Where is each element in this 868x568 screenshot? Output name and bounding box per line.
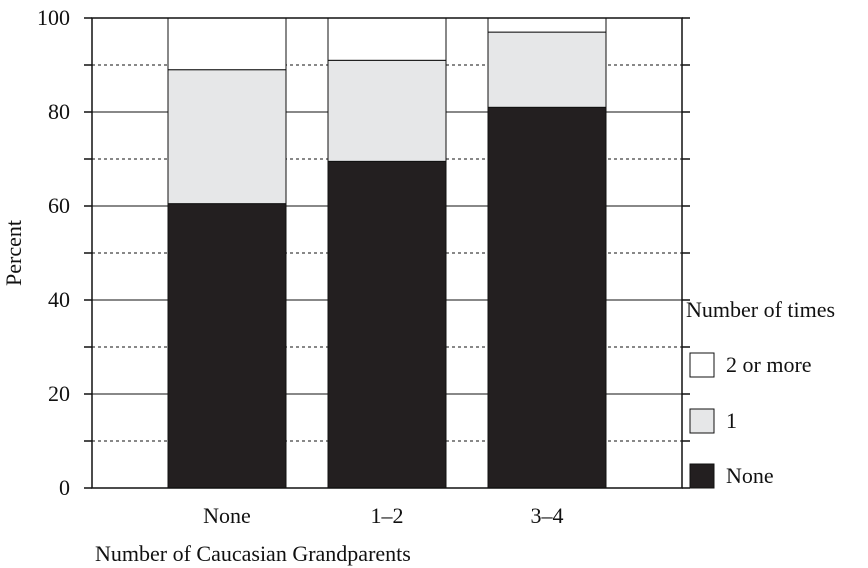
bar-segment (327, 59, 447, 162)
y-tick-label: 80 (48, 99, 70, 124)
y-tick-label: 40 (48, 287, 70, 312)
y-axis-ticks (84, 17, 690, 489)
y-tick-label: 0 (59, 475, 70, 500)
x-tick-label: 3–4 (531, 503, 564, 528)
legend-label: None (726, 463, 774, 488)
legend: Number of times 2 or more 1 None (686, 297, 835, 489)
bar-segment (487, 17, 607, 33)
legend-swatch (689, 463, 715, 489)
y-tick-label: 60 (48, 193, 70, 218)
x-tick-label: 1–2 (371, 503, 404, 528)
bar-segment (167, 69, 287, 205)
legend-label: 2 or more (726, 352, 812, 377)
x-axis-title: Number of Caucasian Grandparents (95, 541, 411, 566)
y-axis-title: Percent (1, 220, 26, 286)
bar-segment (167, 203, 287, 489)
bar-segment (327, 17, 447, 61)
bars (167, 17, 607, 489)
legend-title: Number of times (686, 297, 835, 322)
bar-segment (167, 17, 287, 71)
legend-swatch (689, 408, 715, 434)
y-tick-label: 20 (48, 381, 70, 406)
bar-segment (327, 160, 447, 489)
x-axis-tick-labels: None 1–2 3–4 (203, 503, 563, 528)
bar-segment (487, 31, 607, 108)
legend-label: 1 (726, 408, 737, 433)
y-axis-tick-labels: 0 20 40 60 80 100 (37, 5, 70, 500)
legend-swatch (689, 352, 715, 378)
x-tick-label: None (203, 503, 251, 528)
y-tick-label: 100 (37, 5, 70, 30)
bar-segment (487, 106, 607, 489)
